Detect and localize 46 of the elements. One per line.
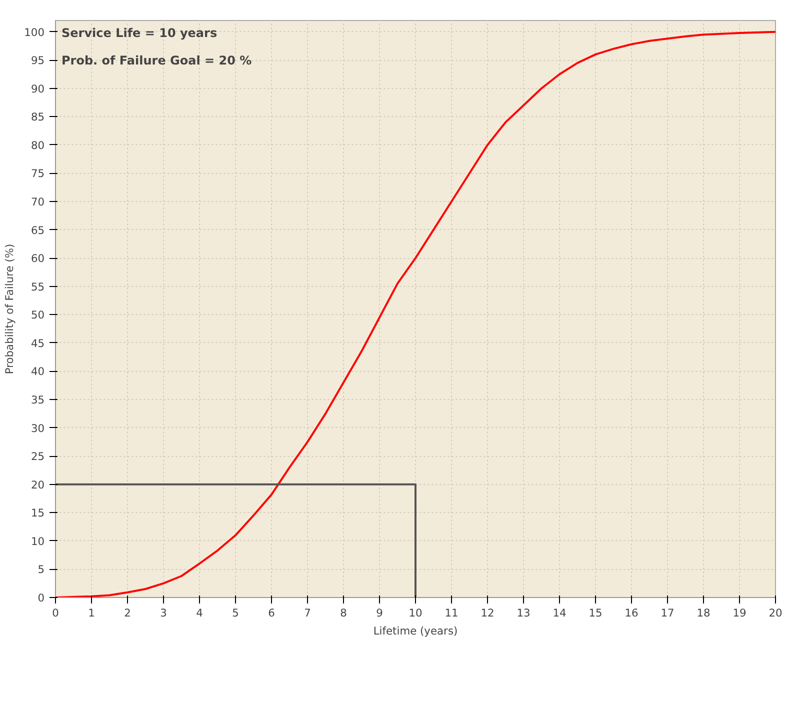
x-tick-label: 3 xyxy=(160,606,167,620)
x-tick-label: 16 xyxy=(624,606,638,620)
x-tick-label: 11 xyxy=(444,606,458,620)
y-tick-label: 90 xyxy=(30,82,45,96)
y-tick-label: 75 xyxy=(30,167,45,180)
x-tick-label: 19 xyxy=(732,606,746,620)
x-tick-label: 1 xyxy=(88,606,95,620)
y-tick-label: 30 xyxy=(30,422,45,435)
x-tick-label: 2 xyxy=(124,606,131,620)
y-tick-label: 25 xyxy=(30,450,45,464)
y-tick-label: 95 xyxy=(30,54,45,68)
y-axis-title: Probability of Failure (%) xyxy=(3,244,16,374)
x-tick-label: 4 xyxy=(196,606,204,620)
x-axis-title: Lifetime (years) xyxy=(373,624,458,638)
x-tick-label: 10 xyxy=(408,606,422,620)
x-tick-label: 18 xyxy=(696,606,710,620)
y-tick-label: 85 xyxy=(30,110,45,124)
y-tick-label: 80 xyxy=(30,138,45,152)
x-tick-label: 17 xyxy=(660,606,674,620)
x-tick-label: 9 xyxy=(376,606,384,620)
y-tick-label: 10 xyxy=(30,534,45,548)
y-tick-label: 5 xyxy=(38,563,44,576)
y-tick-label: 70 xyxy=(30,196,45,209)
y-tick-label: 35 xyxy=(30,394,45,407)
x-tick-label: 6 xyxy=(268,606,276,620)
x-tick-label: 7 xyxy=(304,606,311,620)
y-tick-label: 40 xyxy=(30,365,45,378)
y-tick-label: 100 xyxy=(24,26,45,39)
x-tick-label: 20 xyxy=(768,606,782,620)
x-tick-label: 14 xyxy=(552,606,566,620)
x-tick-label: 5 xyxy=(232,606,239,620)
y-tick-label: 65 xyxy=(30,224,45,237)
annotation: Prob. of Failure Goal = 20 % xyxy=(62,53,252,68)
y-tick-label: 45 xyxy=(30,336,45,350)
y-tick-label: 60 xyxy=(30,252,45,266)
x-tick-label: 15 xyxy=(588,606,602,620)
x-tick-label: 12 xyxy=(480,606,494,620)
y-tick-label: 15 xyxy=(30,506,45,520)
y-tick-label: 50 xyxy=(30,308,45,322)
y-tick-label: 20 xyxy=(30,478,45,492)
x-tick-label: 8 xyxy=(340,606,348,620)
annotation: Service Life = 10 years xyxy=(62,26,218,40)
x-tick-label: 0 xyxy=(52,606,60,620)
x-tick-label: 13 xyxy=(516,606,530,620)
y-tick-label: 55 xyxy=(30,280,45,294)
y-tick-label: 0 xyxy=(38,592,45,604)
